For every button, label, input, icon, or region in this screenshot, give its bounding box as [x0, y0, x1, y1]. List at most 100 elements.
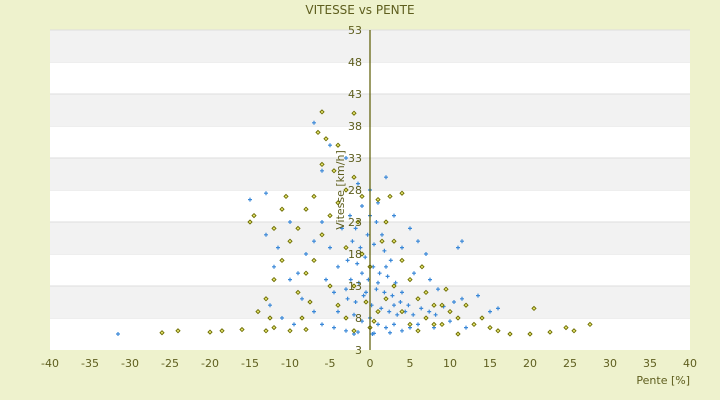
- data-point-plus: [428, 277, 432, 282]
- data-point-plus: [288, 277, 292, 282]
- data-point-diamond: [271, 324, 277, 331]
- data-point-diamond: [383, 219, 389, 225]
- data-point-plus: [292, 322, 296, 327]
- data-points: [116, 109, 593, 337]
- data-point-diamond: [383, 296, 389, 302]
- data-point-plus: [296, 271, 300, 276]
- data-point-diamond: [311, 193, 317, 200]
- data-point-diamond: [531, 305, 537, 312]
- data-point-diamond: [391, 283, 397, 289]
- x-tick-label: 10: [443, 357, 457, 370]
- data-point-diamond: [431, 321, 437, 328]
- data-point-diamond: [307, 299, 313, 305]
- data-point-plus: [390, 293, 395, 298]
- data-point-plus: [345, 258, 350, 263]
- data-point-plus: [348, 277, 353, 282]
- data-point-plus: [392, 303, 396, 308]
- y-tick-label: 8: [355, 312, 362, 325]
- data-point-plus: [356, 280, 361, 285]
- data-point-plus: [416, 239, 420, 244]
- data-point-plus: [340, 226, 344, 231]
- x-axis-label: Pente [%]: [636, 374, 690, 387]
- x-tick-label: -40: [41, 357, 59, 370]
- data-point-plus: [393, 280, 398, 285]
- data-point-plus: [324, 277, 328, 282]
- data-point-diamond: [375, 196, 381, 203]
- x-tick-label: 35: [643, 357, 657, 370]
- x-tick-label: -25: [161, 357, 179, 370]
- data-point-plus: [419, 306, 424, 311]
- y-tick-label: 13: [348, 280, 362, 293]
- data-point-diamond: [287, 238, 293, 244]
- data-point-plus: [380, 232, 384, 237]
- data-point-plus: [276, 245, 280, 250]
- data-point-plus: [312, 309, 316, 314]
- y-tick-label: 48: [348, 56, 362, 69]
- data-point-diamond: [351, 110, 357, 116]
- data-point-diamond: [495, 328, 501, 334]
- data-point-diamond: [251, 212, 257, 219]
- data-point-plus: [427, 309, 432, 314]
- data-point-diamond: [159, 330, 165, 336]
- data-point-plus: [379, 306, 384, 311]
- data-point-plus: [412, 271, 416, 276]
- data-point-plus: [364, 290, 368, 295]
- data-point-diamond: [351, 328, 357, 334]
- data-point-plus: [448, 319, 452, 324]
- data-point-plus: [400, 290, 404, 295]
- data-point-diamond: [207, 329, 213, 335]
- data-point-plus: [356, 330, 360, 335]
- chart-title: VITESSE vs PENTE: [305, 3, 414, 17]
- data-point-diamond: [239, 326, 245, 333]
- data-point-plus: [372, 242, 376, 247]
- data-point-diamond: [327, 283, 333, 289]
- y-tick-label: 43: [348, 88, 362, 101]
- data-point-diamond: [439, 321, 445, 328]
- data-point-diamond: [479, 315, 485, 321]
- data-point-diamond: [295, 289, 301, 296]
- data-point-plus: [392, 213, 396, 218]
- data-point-diamond: [431, 302, 437, 308]
- data-point-diamond: [255, 308, 261, 315]
- data-point-plus: [436, 287, 440, 292]
- data-point-diamond: [303, 326, 309, 333]
- data-point-plus: [268, 303, 272, 308]
- data-point-plus: [382, 290, 387, 295]
- data-point-diamond: [335, 302, 341, 308]
- x-tick-label: 30: [603, 357, 617, 370]
- data-point-plus: [332, 325, 336, 330]
- data-point-plus: [408, 226, 412, 231]
- data-point-plus: [384, 325, 388, 330]
- data-point-diamond: [351, 174, 357, 180]
- data-point-diamond: [271, 276, 277, 283]
- data-point-diamond: [471, 321, 477, 328]
- data-point-plus: [304, 252, 308, 256]
- y-tick-label: 38: [348, 120, 362, 133]
- data-point-diamond: [315, 129, 321, 136]
- data-point-diamond: [319, 161, 325, 168]
- data-point-plus: [374, 220, 379, 224]
- data-point-plus: [320, 220, 324, 224]
- data-point-diamond: [407, 321, 413, 328]
- data-point-plus: [395, 312, 400, 317]
- data-point-plus: [312, 239, 316, 244]
- y-axis-label: Vitesse [km/h]: [334, 150, 347, 230]
- data-point-diamond: [443, 286, 449, 292]
- data-point-plus: [272, 264, 276, 269]
- data-point-plus: [365, 232, 370, 237]
- data-point-diamond: [271, 225, 277, 232]
- y-tick-label: 18: [348, 248, 362, 261]
- data-point-diamond: [263, 328, 269, 334]
- data-point-plus: [300, 296, 304, 301]
- data-point-diamond: [319, 232, 325, 238]
- x-tick-label: -5: [325, 357, 336, 370]
- axes: -40 -35 -30 -25 -20 -15 -10 -5 0 5 10 15 20 25 30 35 40 3…: [41, 24, 697, 370]
- data-point-plus: [370, 332, 375, 336]
- data-point-plus: [400, 328, 404, 333]
- data-point-plus: [320, 322, 324, 327]
- x-tick-label: 5: [407, 357, 414, 370]
- data-point-diamond: [247, 219, 253, 225]
- data-point-plus: [496, 306, 500, 311]
- data-point-diamond: [299, 315, 305, 321]
